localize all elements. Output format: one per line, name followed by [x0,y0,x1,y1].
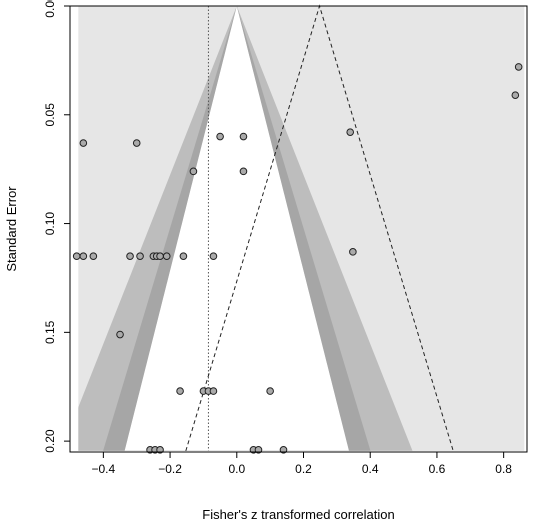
x-tick-label: 0.6 [429,462,446,476]
study-point [511,91,520,99]
study-point [239,132,248,141]
study-point [79,139,88,147]
study-point [216,132,224,141]
x-tick-label: −0.2 [158,462,182,476]
study-point [254,446,263,454]
study-point [266,387,274,395]
study-point [136,252,144,260]
x-tick-label: 0.0 [228,462,245,476]
study-point [156,446,164,454]
y-axis-title: Standard Error [4,186,19,272]
study-point [126,252,134,260]
x-tick-label: 0.4 [362,462,379,476]
x-tick-label: 0.2 [295,462,312,476]
y-tick-label: 0.10 [43,212,57,236]
x-tick-label: −0.4 [92,462,116,476]
plot-frame [69,5,528,453]
y-tick-label: 0.20 [43,429,57,453]
study-point [176,387,184,395]
study-point [89,252,98,260]
study-point [209,387,218,395]
study-points [72,63,523,454]
study-point [189,167,198,176]
y-tick-label: 0.15 [43,320,57,344]
study-point [239,167,248,176]
funnel-center [124,6,350,451]
x-tick-label: 0.8 [495,462,512,476]
study-point [79,252,88,260]
study-point [346,128,355,136]
x-axis-title: Fisher's z transformed correlation [202,507,395,522]
study-point [279,446,288,454]
study-point [179,252,188,260]
study-point [132,139,141,147]
study-point [156,252,164,260]
significance-contours [78,6,413,451]
study-point [162,252,171,260]
study-point [72,252,81,260]
y-tick-label: 0.05 [43,103,57,127]
study-point [514,63,523,71]
study-point [209,252,218,260]
study-point [116,330,124,339]
y-tick-label: 0.00 [43,0,57,18]
study-point [349,248,357,256]
